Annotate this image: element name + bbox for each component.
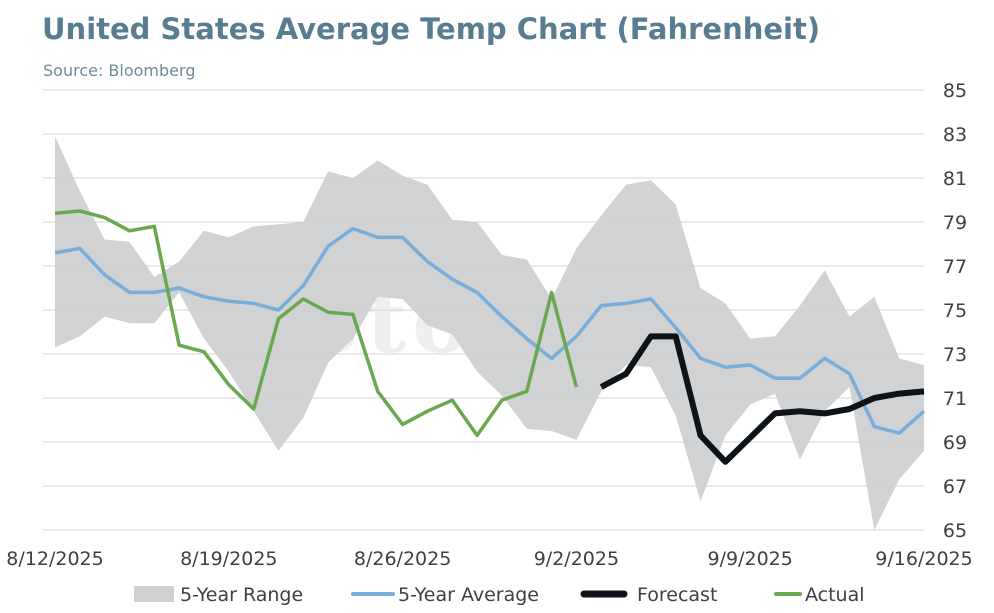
legend-5-year-range-swatch — [134, 586, 174, 602]
y-tick-label: 79 — [943, 212, 967, 234]
y-tick-label: 83 — [943, 124, 967, 146]
legend-actual-label: Actual — [805, 584, 865, 606]
range-area — [55, 136, 924, 530]
series-5-year-average — [54, 226, 926, 435]
legend: 5-Year Range 5-Year Average Forecast Actual — [134, 584, 865, 606]
legend-5-year-range-label: 5-Year Range — [180, 584, 303, 606]
x-tick-label: 8/26/2025 — [354, 548, 451, 570]
y-tick-label: 77 — [943, 256, 967, 278]
chart-source: Source: Bloomberg — [43, 61, 196, 80]
x-tick-label: 8/12/2025 — [6, 548, 103, 570]
x-tick-label: 9/2/2025 — [534, 548, 619, 570]
y-tick-label: 69 — [943, 432, 967, 454]
y-tick-label: 67 — [943, 476, 967, 498]
y-axis-ticks: 65 67 69 71 73 75 77 79 81 83 85 — [943, 80, 967, 542]
series-lines — [54, 209, 926, 465]
legend-5-year-average-label: 5-Year Average — [398, 584, 539, 606]
y-tick-label: 85 — [943, 80, 967, 102]
x-tick-label: 8/19/2025 — [180, 548, 277, 570]
range-band — [55, 136, 924, 530]
y-tick-label: 81 — [943, 168, 967, 190]
series-forecast — [599, 333, 925, 465]
y-tick-label: 73 — [943, 344, 967, 366]
x-tick-label: 9/9/2025 — [708, 548, 793, 570]
x-axis-ticks: 8/12/2025 8/19/2025 8/26/2025 9/2/2025 9/9/2… — [6, 548, 972, 570]
chart-title: United States Average Temp Chart (Fahren… — [42, 12, 821, 46]
x-tick-label: 9/16/2025 — [875, 548, 972, 570]
series-actual — [54, 209, 579, 438]
y-tick-label: 71 — [943, 388, 967, 410]
y-tick-label: 75 — [943, 300, 967, 322]
y-tick-label: 65 — [943, 520, 967, 542]
legend-forecast-label: Forecast — [637, 584, 717, 606]
